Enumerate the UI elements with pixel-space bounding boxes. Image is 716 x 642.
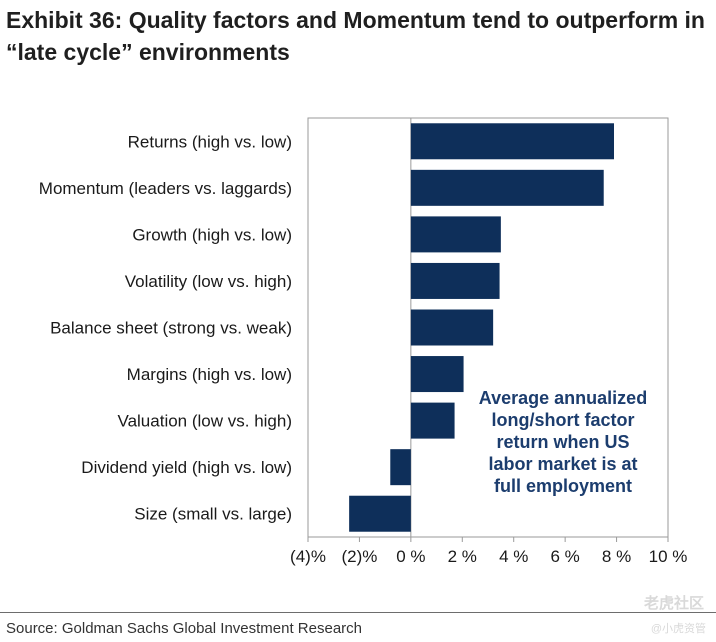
bar-chart: Returns (high vs. low) Momentum (leaders … [39,117,687,566]
bar [410,123,614,160]
category-label: Valuation (low vs. high) [118,412,293,431]
footer-divider [0,612,716,613]
x-tick-label: (2)% [341,547,377,566]
category-label: Momentum (leaders vs. laggards) [39,179,292,198]
bar [410,356,464,393]
bar [410,169,604,206]
category-label: Returns (high vs. low) [128,132,292,151]
x-tick-label: 6 % [550,547,579,566]
x-tick-label: 0 % [396,547,425,566]
category-label: Balance sheet (strong vs. weak) [50,319,292,338]
annotation-line: return when US [496,432,629,452]
category-label: Dividend yield (high vs. low) [81,458,292,477]
bar [410,216,501,253]
bars [349,123,614,532]
x-axis-ticks: (4)% (2)% 0 % 2 % 4 % 6 % 8 % 10 % [290,537,687,566]
x-tick-label: 10 % [649,547,688,566]
x-tick-label: 4 % [499,547,528,566]
annotation-line: labor market is at [488,454,637,474]
category-label: Growth (high vs. low) [132,225,292,244]
chart-title-line-1: Exhibit 36: Quality factors and Momentum… [6,7,705,33]
bar [410,262,500,299]
category-label: Size (small vs. large) [134,505,292,524]
plot-border [307,117,669,538]
category-label: Volatility (low vs. high) [125,272,292,291]
bar [349,495,411,532]
bar [410,402,455,439]
bar [390,449,411,486]
watermark-logo: 老虎社区 [643,595,704,612]
category-labels: Returns (high vs. low) Momentum (leaders … [39,132,292,523]
bar [410,309,494,346]
source-note: Source: Goldman Sachs Global Investment … [6,620,363,637]
annotation-line: Average annualized [479,388,647,408]
x-tick-label: 8 % [602,547,631,566]
watermark-handle: @小虎资管 [650,623,706,635]
annotation-line: full employment [494,476,632,496]
x-tick-label: (4)% [290,547,326,566]
annotation-line: long/short factor [492,410,635,430]
x-tick-label: 2 % [448,547,477,566]
category-label: Margins (high vs. low) [127,365,292,384]
chart-title-line-2: “late cycle” environments [6,39,290,65]
chart-title: Exhibit 36: Quality factors and Momentum… [6,4,706,68]
